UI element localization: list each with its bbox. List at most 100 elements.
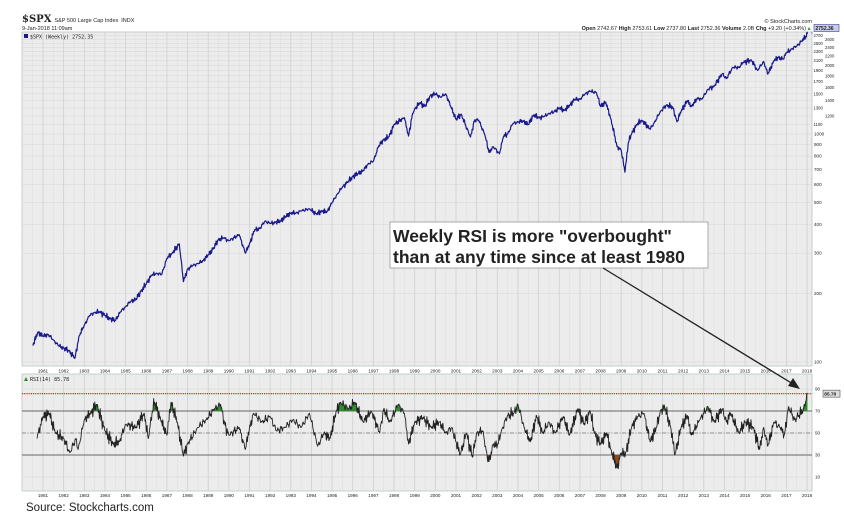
x-tick-label: 2000 xyxy=(430,369,441,374)
annotation-box xyxy=(389,221,709,269)
x-tick-label: 1994 xyxy=(306,369,317,374)
y-tick-label: 1800 xyxy=(825,73,835,78)
x-tick-label: 2017 xyxy=(781,369,792,374)
x-tick-label: 1986 xyxy=(141,493,152,498)
x-tick-label: 1987 xyxy=(162,493,173,498)
x-tick-label: 2003 xyxy=(492,493,503,498)
x-tick-label: 1988 xyxy=(182,369,193,374)
x-tick-label: 1995 xyxy=(327,493,338,498)
x-tick-label: 1981 xyxy=(38,493,49,498)
quote-summary: Open 2742.67 High 2753.61 Low 2737.80 La… xyxy=(582,26,807,32)
x-tick-label: 1996 xyxy=(348,369,359,374)
y-tick-label: 1300 xyxy=(814,106,824,111)
y-tick-label: 500 xyxy=(814,200,822,205)
x-tick-label: 2006 xyxy=(554,369,565,374)
x-tick-label: 1982 xyxy=(59,369,70,374)
y-tick-label: 30 xyxy=(815,453,821,458)
x-tick-label: 1981 xyxy=(38,369,49,374)
up-arrow-icon xyxy=(807,27,811,30)
source-caption: Source: Stockcharts.com xyxy=(26,502,154,514)
x-tick-label: 1998 xyxy=(389,493,400,498)
x-tick-label: 2016 xyxy=(761,493,772,498)
y-tick-label: 900 xyxy=(814,142,822,147)
x-tick-label: 2018 xyxy=(802,369,813,374)
y-tick-label: 70 xyxy=(815,409,821,414)
rsi-legend: RSI(14) 85.78 xyxy=(30,377,69,383)
x-tick-label: 2005 xyxy=(533,493,544,498)
price-series-line xyxy=(32,31,809,359)
y-tick-label: 400 xyxy=(814,222,822,227)
x-tick-label: 1993 xyxy=(286,369,297,374)
y-tick-label: 800 xyxy=(814,154,822,159)
x-tick-label: 2018 xyxy=(802,493,813,498)
x-tick-label: 2012 xyxy=(678,369,689,374)
x-tick-label: 2005 xyxy=(533,369,544,374)
datetime: 9-Jan-2018 11:09am xyxy=(22,26,73,32)
y-tick-label: 300 xyxy=(814,251,822,256)
x-tick-label: 2007 xyxy=(575,493,586,498)
y-tick-label: 2100 xyxy=(814,58,824,63)
x-tick-label: 2007 xyxy=(575,369,586,374)
x-tick-label: 2008 xyxy=(595,493,606,498)
last-rsi-label: 85.78 xyxy=(824,391,836,397)
y-tick-label: 2300 xyxy=(814,49,824,54)
x-tick-label: 1988 xyxy=(182,493,193,498)
x-tick-label: 1987 xyxy=(162,369,173,374)
x-tick-label: 1992 xyxy=(265,369,276,374)
x-tick-label: 1997 xyxy=(368,369,379,374)
y-tick-label: 200 xyxy=(814,291,822,296)
rsi-legend-swatch xyxy=(24,377,28,381)
x-tick-label: 2000 xyxy=(430,493,441,498)
y-tick-label: 600 xyxy=(814,182,822,187)
x-tick-label: 1993 xyxy=(286,493,297,498)
x-tick-label: 2001 xyxy=(451,369,462,374)
price-legend-swatch xyxy=(24,34,28,38)
x-tick-label: 1998 xyxy=(389,369,400,374)
x-tick-label: 2011 xyxy=(658,369,668,374)
copyright: © StockCharts.com xyxy=(765,18,813,25)
x-tick-label: 2010 xyxy=(637,369,648,374)
y-tick-label: 2500 xyxy=(814,41,824,46)
x-tick-label: 2003 xyxy=(492,369,503,374)
x-tick-label: 2014 xyxy=(719,493,730,498)
x-tick-label: 1995 xyxy=(327,369,338,374)
x-tick-label: 1997 xyxy=(368,493,379,498)
price-legend: $SPX (Weekly) 2752.35 xyxy=(30,35,93,41)
x-tick-label: 2015 xyxy=(740,369,751,374)
x-tick-label: 2008 xyxy=(595,369,606,374)
x-tick-label: 1983 xyxy=(79,369,90,374)
x-tick-label: 1989 xyxy=(203,493,214,498)
x-tick-label: 1994 xyxy=(306,493,317,498)
y-tick-label: 700 xyxy=(814,167,822,172)
y-tick-label: 1200 xyxy=(825,113,835,118)
rsi-series-line xyxy=(36,393,808,470)
annotation-arrowhead xyxy=(788,378,800,389)
last-price-box xyxy=(813,24,840,32)
x-tick-label: 1983 xyxy=(79,493,90,498)
x-tick-label: 1999 xyxy=(410,493,421,498)
y-tick-label: 100 xyxy=(814,360,822,365)
x-tick-label: 2014 xyxy=(719,369,730,374)
y-tick-label: 1100 xyxy=(814,122,824,127)
exchange: INDX xyxy=(121,18,134,24)
x-tick-label: 1999 xyxy=(410,369,421,374)
x-tick-label: 1984 xyxy=(100,369,111,374)
y-tick-label: 2000 xyxy=(825,63,835,68)
x-tick-label: 1984 xyxy=(100,493,111,498)
y-tick-label: 10 xyxy=(815,475,821,480)
annotation-line-2: than at any time since at least 1980 xyxy=(393,247,685,267)
x-tick-label: 2002 xyxy=(472,369,483,374)
x-tick-label: 1985 xyxy=(120,369,131,374)
x-tick-label: 2004 xyxy=(513,369,524,374)
x-tick-label: 2017 xyxy=(781,493,792,498)
annotation-arrow-line xyxy=(602,267,794,385)
x-tick-label: 2004 xyxy=(513,493,524,498)
x-tick-label: 1996 xyxy=(348,493,359,498)
x-tick-label: 2006 xyxy=(554,493,565,498)
x-tick-label: 1986 xyxy=(141,369,152,374)
y-tick-label: 1500 xyxy=(814,91,824,96)
y-tick-label: 1700 xyxy=(814,79,824,84)
y-tick-label: 90 xyxy=(815,387,821,392)
